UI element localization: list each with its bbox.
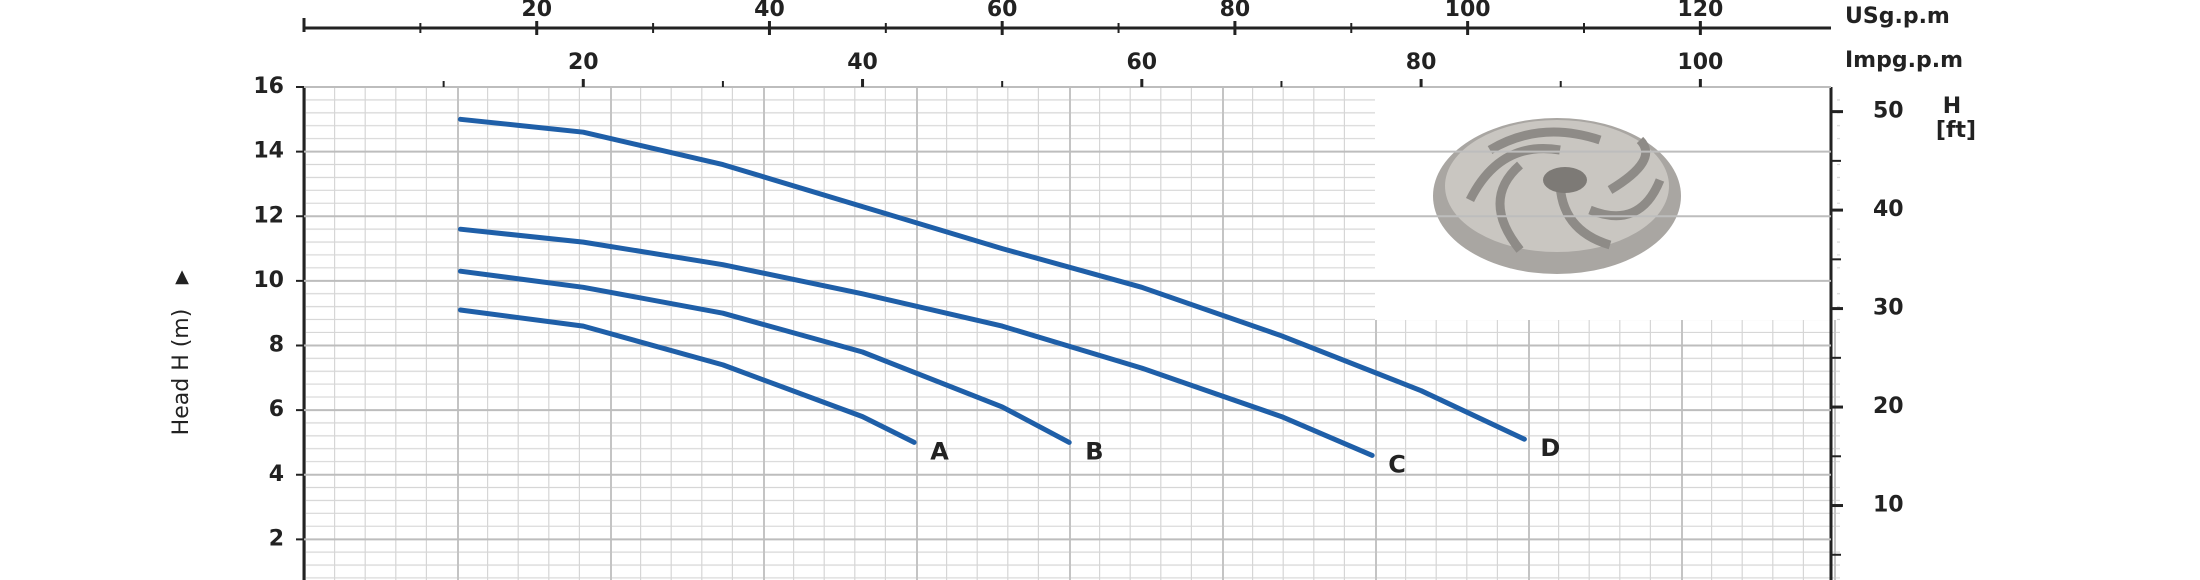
impeller-photo — [1375, 87, 1837, 320]
curve-label: B — [1085, 437, 1103, 465]
curve — [457, 116, 1527, 442]
x2-tick-label: 120 — [1677, 0, 1723, 22]
y-axis-marker: ▲ — [175, 266, 189, 287]
curve — [457, 268, 1072, 445]
x-tick-label: 60 — [1127, 50, 1158, 75]
y-tick-label: 14 — [253, 139, 284, 164]
y-tick-label: 12 — [253, 203, 284, 228]
y-tick-label: 6 — [269, 397, 284, 422]
y-tick-label: 2 — [269, 526, 284, 551]
x-axis-label: Impg.p.m — [1845, 48, 1963, 73]
x2-tick-label: 40 — [754, 0, 785, 22]
curve-label: A — [930, 437, 949, 465]
curve-label: C — [1388, 450, 1406, 478]
x-tick-label: 80 — [1406, 50, 1437, 75]
curve — [457, 307, 917, 445]
y2-tick-label: 10 — [1873, 493, 1904, 518]
y-tick-label: 8 — [269, 333, 284, 358]
x-tick-label: 100 — [1677, 50, 1723, 75]
y2-tick-label: 30 — [1873, 296, 1904, 321]
y-tick-label: 4 — [269, 462, 284, 487]
curve-label: D — [1540, 434, 1560, 462]
y-tick-label: 10 — [253, 268, 284, 293]
x2-tick-label: 60 — [987, 0, 1018, 22]
x2-tick-label: 100 — [1445, 0, 1491, 22]
x2-axis-label: USg.p.m — [1845, 4, 1950, 29]
y2-axis-label: [ft] — [1936, 118, 1976, 143]
x2-tick-label: 80 — [1220, 0, 1251, 22]
curve — [457, 226, 1375, 458]
y-axis-label: Head H (m) — [169, 309, 194, 436]
y2-tick-label: 50 — [1873, 99, 1904, 124]
x2-tick-label: 20 — [521, 0, 552, 22]
y2-axis-label: H — [1943, 94, 1961, 119]
y-tick-label: 16 — [253, 74, 284, 99]
x-tick-label: 20 — [568, 50, 599, 75]
x-tick-label: 40 — [847, 50, 878, 75]
y2-tick-label: 40 — [1873, 197, 1904, 222]
y2-tick-label: 20 — [1873, 394, 1904, 419]
